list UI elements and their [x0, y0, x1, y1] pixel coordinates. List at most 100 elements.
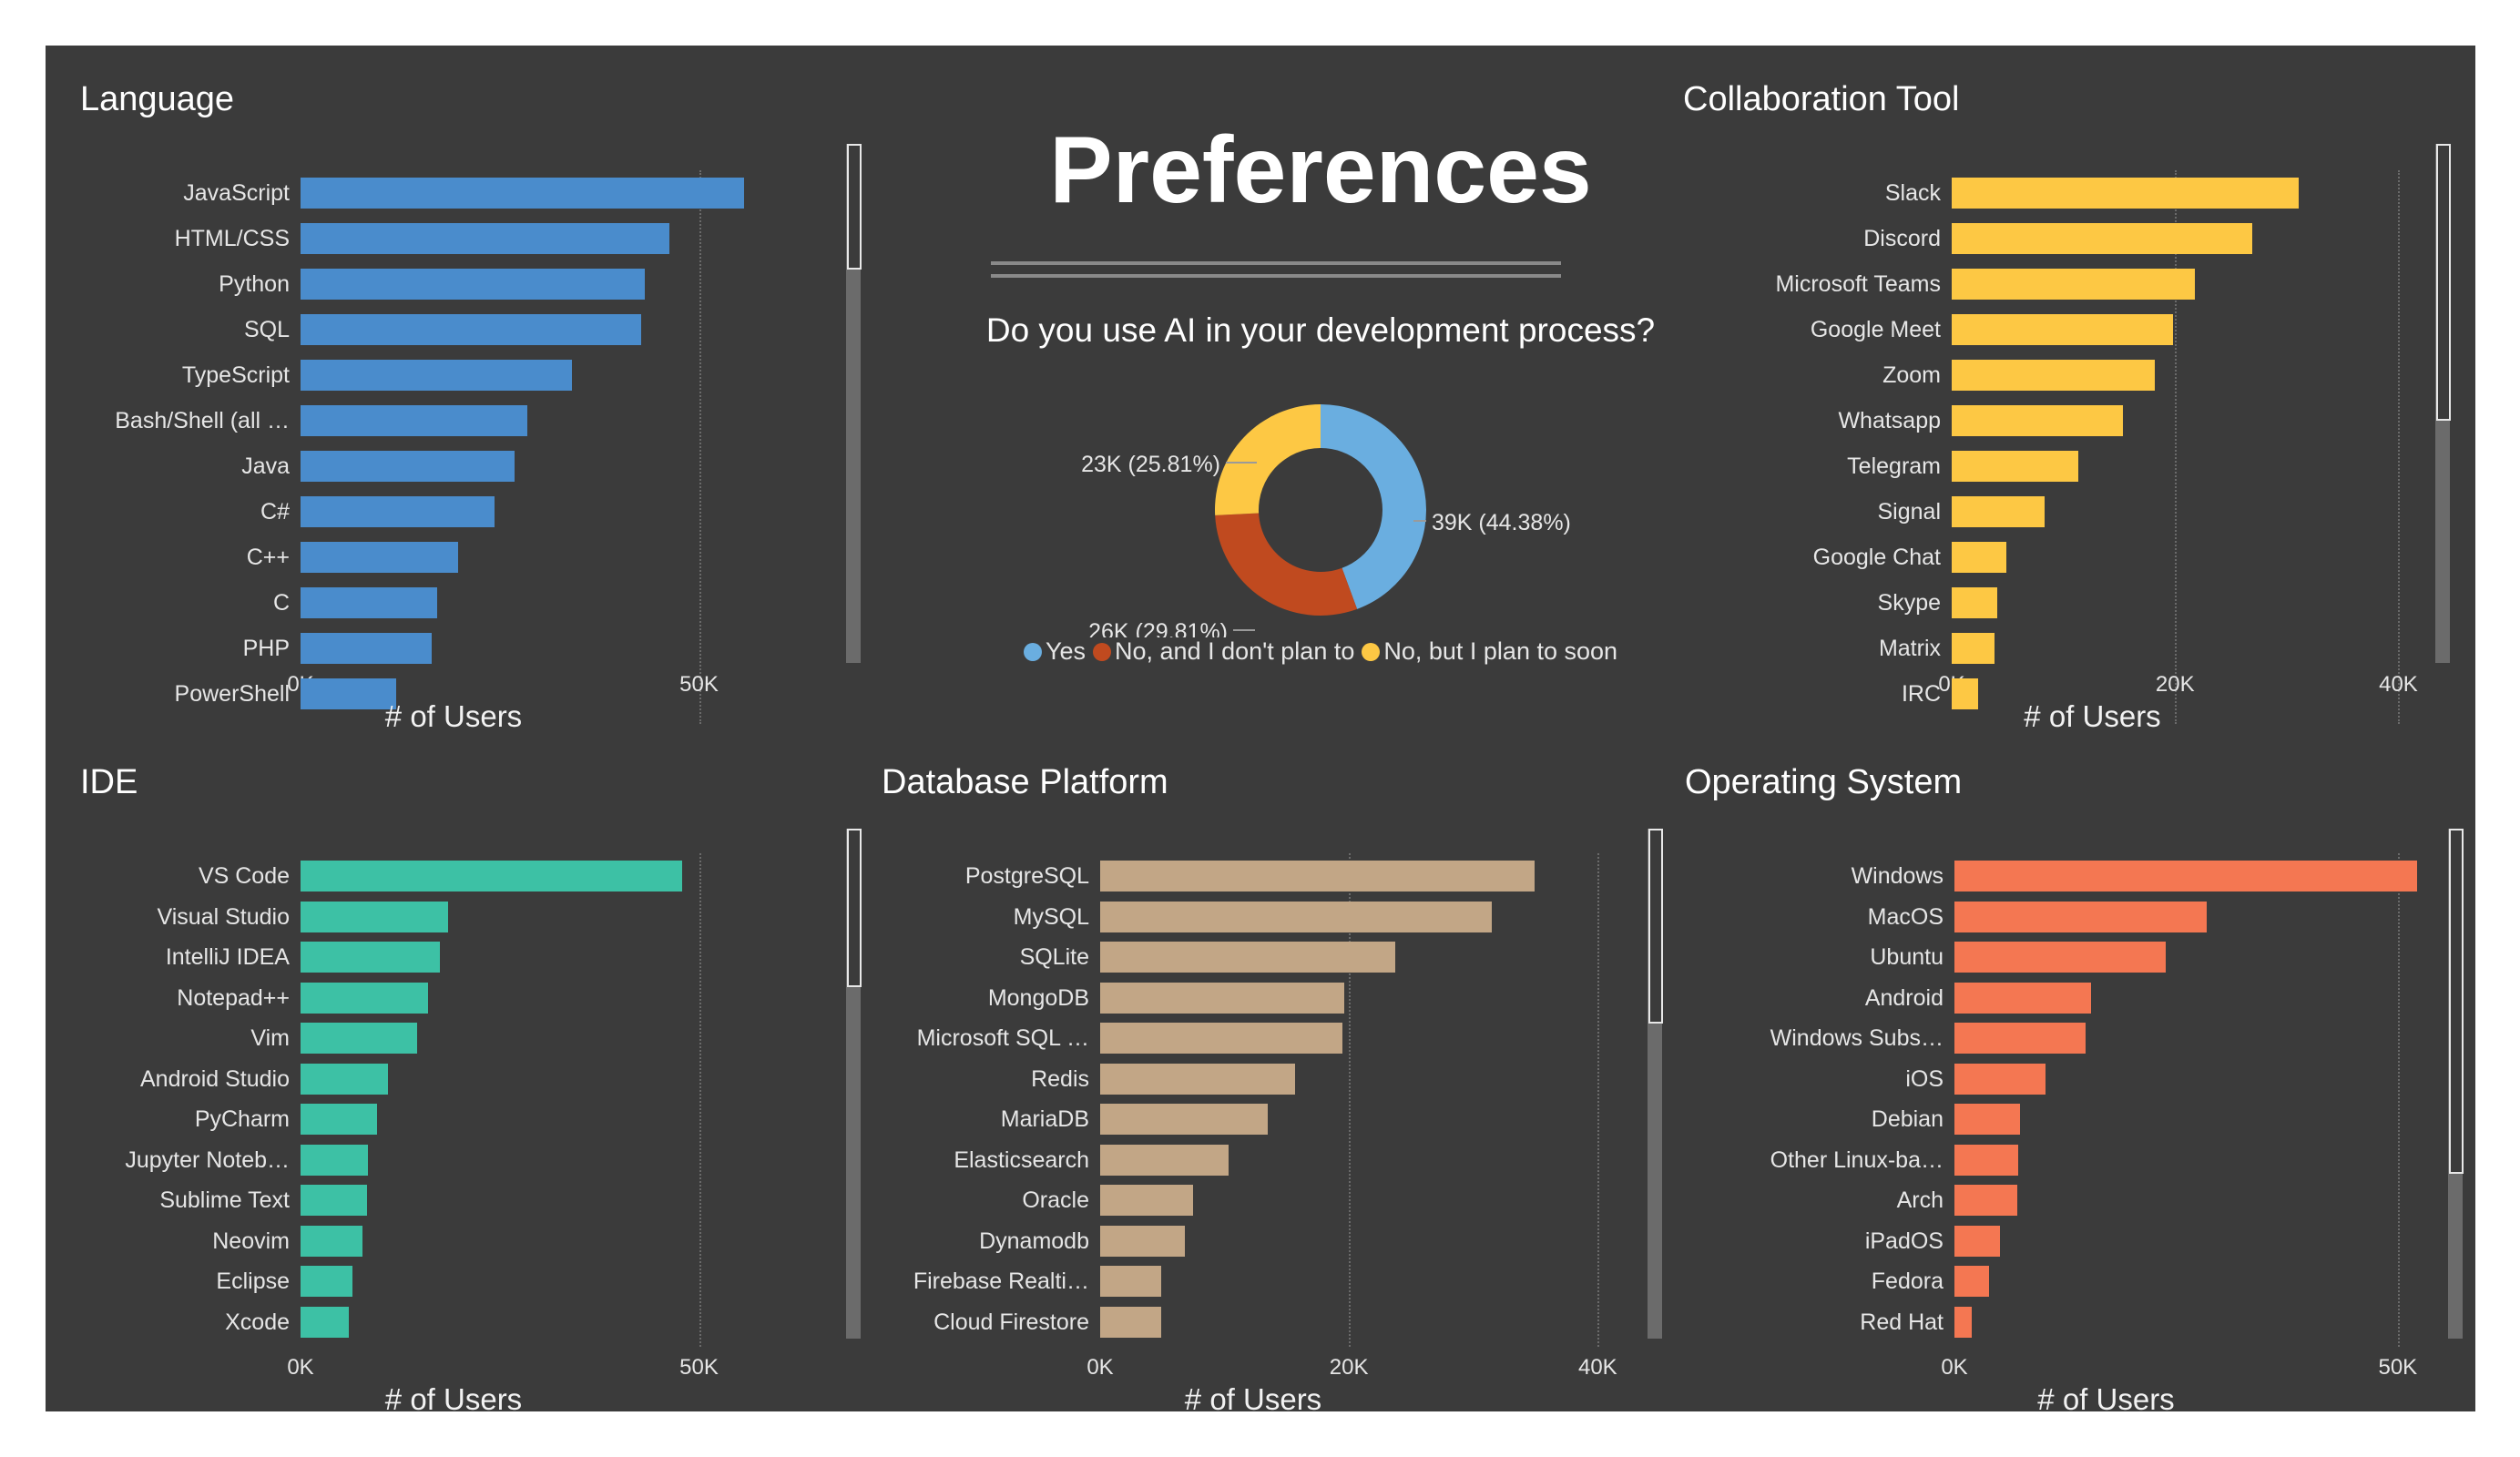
bar-database[interactable]	[1100, 1144, 1229, 1176]
bar-os[interactable]	[1954, 861, 2418, 892]
scrollbar[interactable]	[846, 829, 862, 1339]
bar-database[interactable]	[1100, 1225, 1185, 1257]
legend-item[interactable]: No, but I plan to soon	[1362, 637, 1617, 666]
scrollbar[interactable]	[1648, 829, 1663, 1339]
bar-ide[interactable]	[301, 1144, 368, 1176]
bar-os[interactable]	[1954, 901, 2207, 932]
bar-ide[interactable]	[301, 982, 428, 1014]
bar-database[interactable]	[1100, 1185, 1194, 1216]
bar-ide[interactable]	[301, 1023, 417, 1054]
bar-ide[interactable]	[301, 861, 683, 892]
bar-collaboration[interactable]	[1952, 587, 1998, 618]
bar-os[interactable]	[1954, 1144, 2019, 1176]
bar-database[interactable]	[1100, 1266, 1161, 1297]
bar-collaboration[interactable]	[1952, 314, 2173, 345]
category-label: Telegram	[1847, 453, 1941, 479]
bar-database[interactable]	[1100, 1023, 1343, 1054]
bar-os[interactable]	[1954, 1225, 2000, 1257]
legend-item[interactable]: No, and I don't plan to	[1093, 637, 1354, 666]
donut-slice[interactable]	[1215, 513, 1358, 616]
bar-os[interactable]	[1954, 1266, 1989, 1297]
bar-os[interactable]	[1954, 1185, 2018, 1216]
category-label: Discord	[1863, 226, 1941, 251]
scrollbar[interactable]	[2435, 144, 2451, 663]
bar-collaboration[interactable]	[1952, 223, 2252, 254]
panel-os: Operating System 0K 50K Windows MacOS Ubuntu A…	[1652, 728, 2475, 1411]
category-label: Visual Studio	[157, 903, 290, 930]
bar-os[interactable]	[1954, 1104, 2021, 1135]
category-label: PostgreSQL	[964, 863, 1089, 889]
bar-database[interactable]	[1100, 1063, 1296, 1095]
bar-collaboration[interactable]	[1952, 405, 2123, 436]
bar-language[interactable]	[301, 451, 515, 482]
bar-os[interactable]	[1954, 942, 2166, 973]
donut-slice[interactable]	[1321, 404, 1426, 609]
scroll-thumb[interactable]	[847, 829, 862, 987]
bar-language[interactable]	[301, 178, 745, 209]
bar-collaboration[interactable]	[1952, 678, 1979, 709]
bar-database[interactable]	[1100, 1104, 1269, 1135]
bar-database[interactable]	[1100, 1306, 1161, 1338]
category-label: iOS	[1905, 1065, 1944, 1092]
bar-language[interactable]	[301, 360, 573, 391]
bar-ide[interactable]	[301, 901, 448, 932]
bar-collaboration[interactable]	[1952, 360, 2156, 391]
bar-language[interactable]	[301, 542, 459, 573]
category-label: Slack	[1884, 180, 1941, 206]
scroll-thumb[interactable]	[2436, 144, 2451, 421]
bar-ide[interactable]	[301, 1225, 363, 1257]
bar-ide[interactable]	[301, 1063, 389, 1095]
scrollbar[interactable]	[846, 144, 862, 663]
bar-language[interactable]	[301, 496, 495, 527]
bar-collaboration[interactable]	[1952, 496, 2045, 527]
bar-collaboration[interactable]	[1952, 633, 1995, 664]
grid-line	[1349, 853, 1352, 1347]
scrollbar[interactable]	[2448, 829, 2464, 1339]
scroll-thumb[interactable]	[847, 144, 862, 270]
bar-ide[interactable]	[301, 1185, 367, 1216]
category-label: Ubuntu	[1870, 944, 1944, 970]
bar-language[interactable]	[301, 633, 432, 664]
category-label: MariaDB	[1000, 1106, 1089, 1132]
bar-os[interactable]	[1954, 1063, 2046, 1095]
legend-item[interactable]: Yes	[1023, 637, 1086, 666]
category-label: Zoom	[1882, 362, 1941, 388]
bar-collaboration[interactable]	[1952, 542, 2007, 573]
bar-os[interactable]	[1954, 1306, 1973, 1338]
bar-collaboration[interactable]	[1952, 451, 2078, 482]
donut-slice[interactable]	[1215, 404, 1321, 515]
x-tick-label: 50K	[679, 1355, 719, 1380]
x-tick-label: 20K	[1329, 1355, 1369, 1380]
panel-language: Language0K50KJavaScriptHTML/CSSPythonSQL…	[46, 46, 847, 733]
scroll-thumb[interactable]	[2449, 829, 2464, 1174]
category-label: SQL	[243, 317, 290, 342]
bar-language[interactable]	[301, 678, 396, 709]
bar-ide[interactable]	[301, 1104, 377, 1135]
bar-language[interactable]	[301, 269, 645, 300]
bar-collaboration[interactable]	[1952, 178, 2300, 209]
legend-label: No, but I plan to soon	[1383, 637, 1618, 665]
category-label: Skype	[1877, 590, 1941, 616]
bar-database[interactable]	[1100, 901, 1493, 932]
category-label: Red Hat	[1860, 1309, 1944, 1335]
bar-database[interactable]	[1100, 942, 1395, 973]
bar-os[interactable]	[1954, 982, 2091, 1014]
bar-language[interactable]	[301, 405, 527, 436]
bar-collaboration[interactable]	[1952, 269, 2196, 300]
bar-database[interactable]	[1100, 982, 1344, 1014]
bar-language[interactable]	[301, 223, 670, 254]
category-label: Neovim	[212, 1228, 290, 1254]
x-tick-label: 50K	[679, 672, 719, 697]
bar-ide[interactable]	[301, 1306, 350, 1338]
scroll-thumb[interactable]	[1648, 829, 1663, 1024]
category-label: Matrix	[1878, 636, 1941, 661]
bar-language[interactable]	[301, 587, 437, 618]
bar-os[interactable]	[1954, 1023, 2086, 1054]
legend-marker	[1362, 643, 1381, 661]
bar-language[interactable]	[301, 314, 641, 345]
category-label: Firebase Realti…	[913, 1269, 1089, 1294]
x-axis-title: # of Users	[2024, 699, 2161, 733]
bar-ide[interactable]	[301, 1266, 352, 1297]
bar-ide[interactable]	[301, 942, 441, 973]
bar-database[interactable]	[1100, 861, 1535, 892]
